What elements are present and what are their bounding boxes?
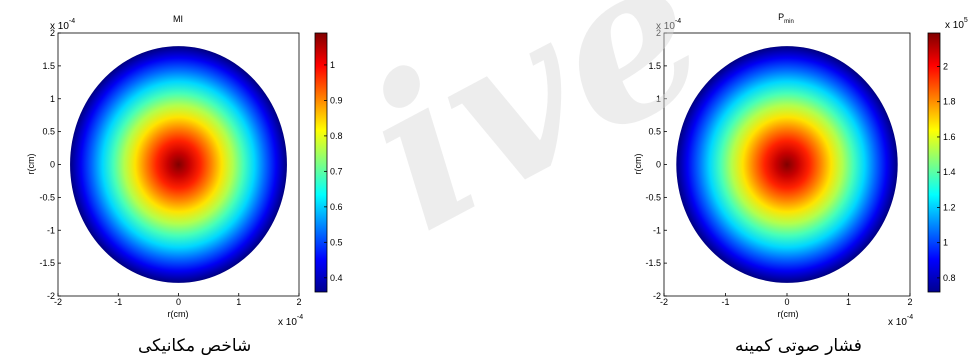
y-tick-label: -1 [47, 225, 55, 235]
colorbar-ticks-pmin: 2 1.8 1.6 1.4 1.2 1 0.8 [937, 61, 956, 283]
y-tick-label: 2 [50, 28, 55, 38]
y-tick-label: -0.5 [39, 192, 55, 202]
x-tick-label: -1 [721, 297, 729, 307]
colorbar-tick-label: 1.2 [943, 202, 956, 212]
colorbar-tick-label: 1 [943, 238, 948, 248]
y-tick-label: 0.5 [648, 127, 661, 137]
y-tick-label: 0 [656, 160, 661, 170]
y-tick-label: 0.5 [42, 127, 55, 137]
y-scale-label-mi: x 10-4 [50, 18, 75, 32]
y-tick-label: -2 [653, 291, 661, 301]
y-tick-label: 1 [656, 94, 661, 104]
x-scale-label-pmin: x 10-4 [888, 314, 913, 328]
y-tick-label: -0.5 [645, 192, 661, 202]
y-tick-label: -2 [47, 291, 55, 301]
y-tick-label: -1.5 [645, 258, 661, 268]
caption-pmin: فشار صوتی کمینه [735, 336, 862, 356]
x-axis-label-mi: r(cm) [168, 309, 189, 319]
heatmap-disk-pmin [676, 46, 898, 283]
x-axis-label-pmin: r(cm) [778, 309, 799, 319]
x-tick-label: 1 [846, 297, 851, 307]
colorbar-tick-label: 0.7 [330, 166, 343, 176]
chart-title-pmin: Pmin [778, 12, 794, 25]
colorbar-tick-label: 0.9 [330, 95, 343, 105]
x-tick-label: 0 [176, 297, 181, 307]
x-tick-label: 2 [907, 297, 912, 307]
colorbar-tick-label: 0.4 [330, 273, 343, 283]
heatmap-disk-mi [70, 46, 287, 283]
colorbar-tick-label: 0.8 [943, 273, 956, 283]
y-tick-label: 1.5 [648, 61, 661, 71]
chart-title-mi: MI [173, 14, 183, 24]
colorbar-tick-label: 0.8 [330, 131, 343, 141]
colorbar-pmin [927, 32, 941, 293]
colorbar-tick-label: 1.8 [943, 97, 956, 107]
y-tick-label: 1.5 [42, 61, 55, 71]
colorbar-ticks-mi: 1 0.9 0.8 0.7 0.6 0.5 0.4 [324, 60, 343, 283]
y-ticks-mi: 2 1.5 1 0.5 0 -0.5 -1 -1.5 -2 [39, 28, 61, 301]
y-tick-label: 1 [50, 94, 55, 104]
x-tick-label: -2 [660, 297, 668, 307]
x-tick-label: 0 [784, 297, 789, 307]
colorbar-tick-label: 1.6 [943, 132, 956, 142]
y-tick-label: 2 [656, 28, 661, 38]
heatmap-field-pmin [676, 46, 898, 283]
colorbar-tick-label: 0.5 [330, 237, 343, 247]
caption-mi: شاخص مکانیکی [138, 336, 252, 356]
x-scale-label-mi: x 10-4 [278, 314, 303, 328]
chart-pmin: Pmin -2 -1 0 1 2 2 1.5 1 0.5 0 -0.5 -1 -1.5 -2 r(cm)… [633, 12, 968, 328]
colorbar-tick-label: 2 [943, 61, 948, 71]
colorbar-tick-label: 1.4 [943, 167, 956, 177]
x-ticks-pmin: -2 -1 0 1 2 [660, 293, 913, 307]
x-ticks-mi: -2 -1 0 1 2 [54, 293, 302, 307]
y-tick-label: -1.5 [39, 258, 55, 268]
colorbar-scale-label-pmin: x 105 [945, 17, 968, 31]
x-tick-label: 1 [236, 297, 241, 307]
y-axis-label-pmin: r(cm) [633, 154, 643, 175]
y-tick-label: 0 [50, 160, 55, 170]
y-tick-label: -1 [653, 225, 661, 235]
x-tick-label: -1 [114, 297, 122, 307]
x-tick-label: 2 [296, 297, 301, 307]
x-tick-label: -2 [54, 297, 62, 307]
heatmap-field-mi [70, 46, 287, 283]
colorbar-tick-label: 1 [330, 60, 335, 70]
chart-mi: MI -2 -1 0 1 2 2 1.5 1 0.5 0 -0.5 -1 -1.5 -2 r(cm) r… [26, 14, 343, 328]
colorbar-mi [314, 32, 328, 293]
y-axis-label-mi: r(cm) [26, 154, 36, 175]
colorbar-tick-label: 0.6 [330, 202, 343, 212]
y-ticks-pmin: 2 1.5 1 0.5 0 -0.5 -1 -1.5 -2 [645, 28, 667, 301]
y-scale-label-pmin: x 10-4 [656, 18, 681, 32]
